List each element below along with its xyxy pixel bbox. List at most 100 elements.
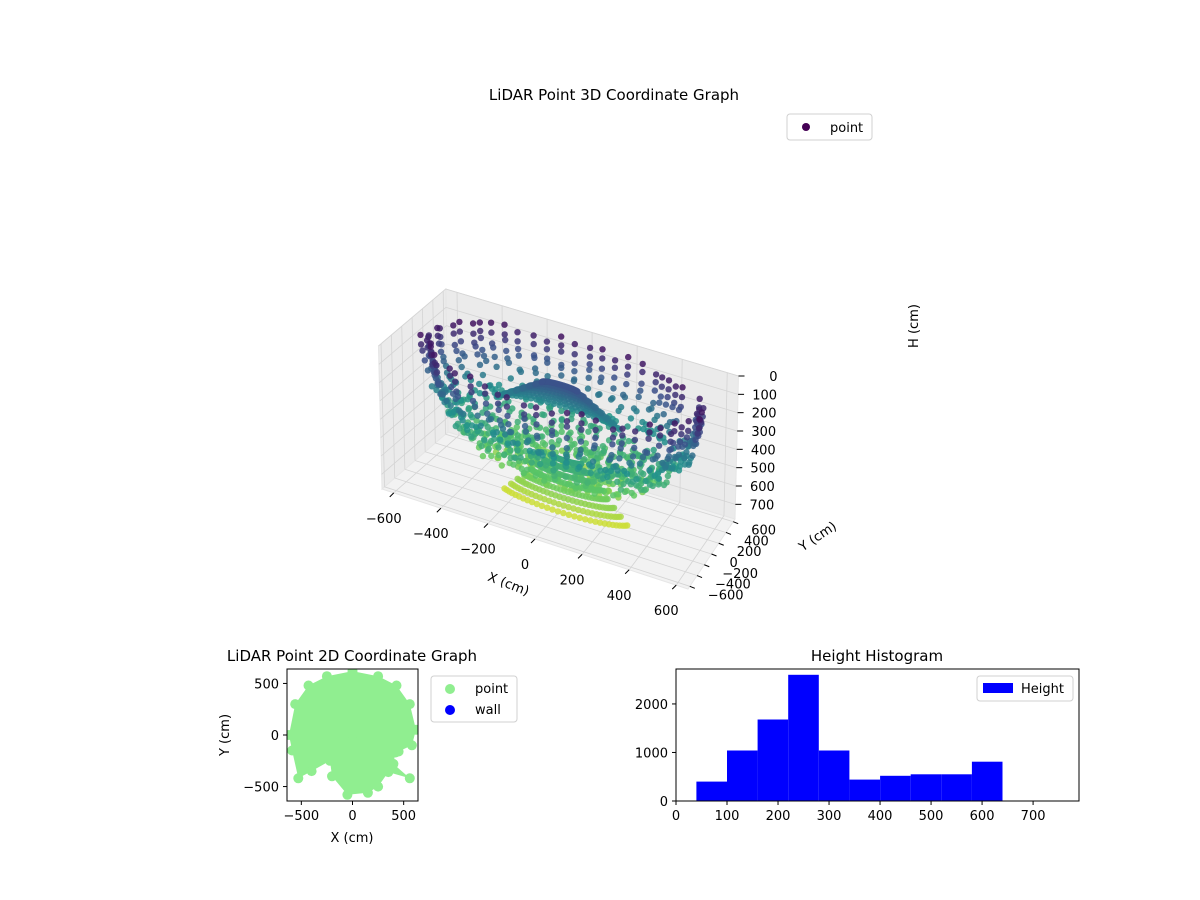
chart-3d-gridline-h: [378, 288, 447, 347]
chart-3d-point: [505, 359, 513, 366]
chart-3d-point: [655, 442, 663, 449]
chart-3d-point: [448, 383, 455, 391]
chart-3d-point: [548, 439, 555, 446]
chart-3d-gridline-y: [401, 326, 406, 470]
chart-3d-point: [555, 500, 562, 508]
chart-2d-xtick-label: 500: [391, 809, 416, 824]
chart-3d-point: [560, 509, 567, 517]
chart-3d-point: [457, 409, 464, 416]
chart-3d-point: [533, 411, 540, 419]
chart-3d-point: [657, 393, 664, 400]
chart-3d-point: [639, 418, 646, 426]
chart-3d-point: [548, 419, 555, 426]
chart-3d-point: [550, 467, 557, 474]
chart-3d-point: [433, 362, 440, 369]
chart-3d-point: [578, 411, 585, 418]
chart-3d-point: [665, 377, 673, 384]
chart-3d-point: [512, 454, 519, 461]
chart-3d-point: [587, 517, 594, 524]
chart-3d-point: [509, 439, 517, 446]
chart-3d-xtick-label: −200: [460, 543, 496, 558]
chart-2d-point: [347, 669, 358, 677]
chart-hist-xtick-label: 700: [1021, 809, 1046, 824]
chart-3d-point: [575, 506, 582, 514]
chart-3d-point: [450, 408, 457, 416]
chart-hist-bar: [849, 779, 880, 801]
chart-3d-point: [543, 338, 551, 345]
chart-3d-point: [485, 445, 492, 453]
chart-3d-point: [528, 498, 536, 506]
chart-3d-point: [592, 434, 599, 442]
chart-3d-ytick-label: −200: [722, 567, 758, 582]
chart-3d-point: [675, 467, 683, 474]
chart-3d-point: [472, 343, 479, 350]
chart-3d-point: [646, 481, 654, 488]
chart-hist-xtick-label: 400: [868, 809, 893, 824]
chart-3d-point: [557, 486, 564, 493]
chart-3d-point: [635, 393, 642, 401]
chart-3d-point: [685, 427, 692, 434]
chart-3d-point: [485, 416, 493, 423]
chart-2d-point: [411, 724, 418, 735]
chart-3d-point: [558, 348, 565, 355]
chart-3d-point: [514, 418, 521, 426]
chart-3d-point: [571, 340, 578, 348]
chart-3d-point: [497, 436, 504, 443]
chart-3d-point: [679, 384, 686, 391]
chart-hist-bar: [971, 761, 1003, 801]
chart-2d-title: LiDAR Point 2D Coordinate Graph: [227, 647, 477, 665]
chart-3d-ztick-label: 700: [750, 498, 775, 513]
chart-3d-point: [488, 452, 495, 460]
chart-2d-ytick-label: 500: [254, 677, 279, 692]
chart-3d-point: [531, 354, 538, 361]
chart-2d-point: [373, 671, 384, 682]
chart-3d-point: [608, 451, 615, 459]
chart-3d-point: [602, 466, 609, 474]
chart-3d-ztick-label: 600: [750, 480, 775, 495]
chart-3d-xtick-mark: [530, 538, 536, 544]
chart-3d-point: [580, 393, 587, 401]
chart-hist-xtick-label: 200: [766, 809, 791, 824]
chart-3d-point: [570, 377, 578, 385]
chart-3d-point: [556, 493, 563, 500]
chart-3d-point: [471, 403, 479, 410]
chart-hist-bar: [880, 775, 911, 801]
chart-3d-gridline-x: [628, 502, 681, 571]
chart-3d-point: [633, 476, 640, 483]
chart-3d-point: [550, 499, 558, 506]
chart-3d-point: [490, 344, 497, 351]
chart-3d-point: [616, 455, 623, 462]
chart-3d-point: [683, 434, 691, 441]
chart-2d-legend: point wall: [430, 675, 518, 723]
chart-3d-point: [421, 357, 428, 364]
chart-3d-point: [624, 363, 632, 370]
chart-3d-point: [419, 347, 426, 354]
chart-3d-point: [586, 366, 593, 373]
chart-3d-xtick-mark: [577, 554, 583, 559]
chart-3d-point: [661, 439, 668, 446]
chart-3d-gridline-y: [422, 308, 426, 452]
chart-3d-point: [618, 440, 625, 447]
chart-2d: LiDAR Point 2D Coordinate Graph −500−500…: [218, 647, 518, 846]
chart-3d-point: [479, 371, 487, 379]
chart-3d-point: [440, 358, 447, 365]
chart-3d-point: [417, 341, 425, 348]
chart-2d-point: [337, 740, 348, 751]
chart-3d-point: [457, 338, 465, 345]
chart-3d-point: [501, 331, 508, 338]
chart-3d-xtick-mark: [624, 569, 630, 575]
chart-3d-xtick-mark: [389, 492, 395, 498]
chart-3d-point: [580, 467, 587, 474]
chart-3d: LiDAR Point 3D Coordinate Graph −600−400…: [366, 86, 922, 619]
chart-3d-ytick-label: 400: [744, 534, 769, 549]
chart-3d-point: [479, 346, 486, 354]
chart-3d-point: [482, 390, 489, 397]
chart-hist-bar: [727, 750, 758, 801]
chart-3d-gridline-x: [723, 372, 728, 516]
chart-3d-point: [637, 387, 644, 394]
chart-3d-point: [443, 397, 450, 404]
chart-3d-point: [482, 400, 490, 407]
chart-3d-ytick-mark: [711, 553, 717, 557]
chart-3d-gridline-x: [675, 515, 725, 586]
